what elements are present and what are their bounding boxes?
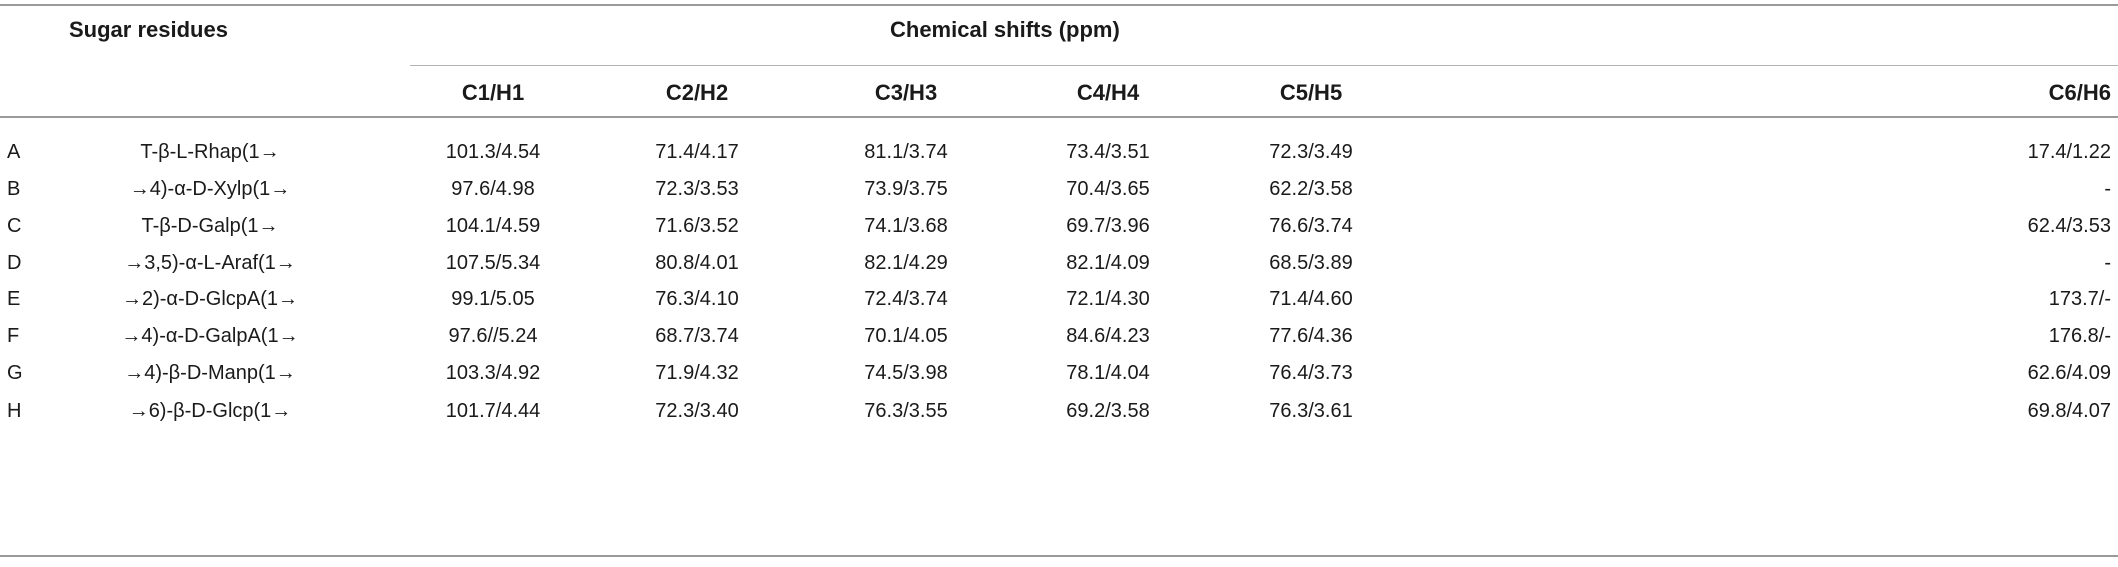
shift-value-c5: 62.2/3.58 — [1269, 178, 1353, 200]
row-id: A — [7, 141, 21, 163]
shift-value-c6: 176.8/- — [2048, 325, 2111, 347]
shift-value-c1: 101.7/4.44 — [445, 400, 541, 422]
col-header-c2h2: C2/H2 — [665, 80, 729, 105]
sugar-residue: →4)-α-D-Xylp(1→ — [129, 178, 291, 200]
shift-value-c6: 62.6/4.09 — [2027, 362, 2111, 384]
shift-value-c5: 76.4/3.73 — [1269, 362, 1353, 384]
row-id: D — [7, 252, 22, 274]
row-id: G — [7, 362, 23, 384]
sugar-residue: →4)-α-D-GalpA(1→ — [121, 325, 299, 347]
shift-value-c6: - — [2104, 252, 2111, 274]
sugar-residue: →3,5)-α-L-Araf(1→ — [124, 252, 296, 274]
shift-value-c6: 69.8/4.07 — [2027, 400, 2111, 422]
shift-value-c2: 68.7/3.74 — [655, 325, 739, 347]
shift-value-c4: 82.1/4.09 — [1066, 252, 1150, 274]
row-id: E — [7, 288, 21, 310]
shift-value-c5: 72.3/3.49 — [1269, 141, 1353, 163]
col-header-c6h6: C6/H6 — [2048, 80, 2111, 105]
shift-value-c4: 73.4/3.51 — [1066, 141, 1150, 163]
top-rule — [0, 4, 2118, 6]
sugar-residue: →4)-β-D-Manp(1→ — [124, 362, 296, 384]
shift-value-c6: 17.4/1.22 — [2027, 141, 2111, 163]
row-id: B — [7, 178, 21, 200]
shift-value-c4: 70.4/3.65 — [1066, 178, 1150, 200]
shift-value-c5: 77.6/4.36 — [1269, 325, 1353, 347]
shift-value-c3: 74.1/3.68 — [864, 215, 948, 237]
shift-value-c6: - — [2104, 178, 2111, 200]
col-header-c3h3: C3/H3 — [874, 80, 938, 105]
shift-value-c4: 78.1/4.04 — [1066, 362, 1150, 384]
header-group-rule — [410, 65, 2118, 66]
header-rule — [0, 116, 2118, 118]
shift-value-c1: 104.1/4.59 — [445, 215, 541, 237]
shift-value-c2: 72.3/3.53 — [655, 178, 739, 200]
shift-value-c1: 103.3/4.92 — [445, 362, 541, 384]
shift-value-c4: 69.7/3.96 — [1066, 215, 1150, 237]
shift-value-c3: 72.4/3.74 — [864, 288, 948, 310]
shift-value-c1: 97.6/4.98 — [451, 178, 535, 200]
shift-value-c1: 99.1/5.05 — [451, 288, 535, 310]
shift-value-c4: 84.6/4.23 — [1066, 325, 1150, 347]
shift-value-c6: 62.4/3.53 — [2027, 215, 2111, 237]
shift-value-c1: 107.5/5.34 — [445, 252, 541, 274]
shift-value-c2: 71.4/4.17 — [655, 141, 739, 163]
shift-value-c1: 101.3/4.54 — [445, 141, 541, 163]
shift-value-c2: 71.6/3.52 — [655, 215, 739, 237]
shift-value-c2: 72.3/3.40 — [655, 400, 739, 422]
row-id: C — [7, 215, 22, 237]
header-chemical-shifts: Chemical shifts (ppm) — [890, 17, 1120, 42]
col-header-c1h1: C1/H1 — [461, 80, 525, 105]
shift-value-c1: 97.6//5.24 — [448, 325, 538, 347]
sugar-residue: T-β-D-Galp(1→ — [141, 215, 279, 237]
shift-value-c3: 73.9/3.75 — [864, 178, 948, 200]
col-header-c5h5: C5/H5 — [1279, 80, 1343, 105]
shift-value-c5: 76.3/3.61 — [1269, 400, 1353, 422]
shift-value-c3: 70.1/4.05 — [864, 325, 948, 347]
sugar-residue: T-β-L-Rhap(1→ — [140, 141, 280, 163]
shift-value-c3: 76.3/3.55 — [864, 400, 948, 422]
shift-value-c4: 69.2/3.58 — [1066, 400, 1150, 422]
sugar-residue: →6)-β-D-Glcp(1→ — [128, 400, 292, 422]
shift-value-c2: 80.8/4.01 — [655, 252, 739, 274]
shift-value-c5: 71.4/4.60 — [1269, 288, 1353, 310]
shift-value-c2: 71.9/4.32 — [655, 362, 739, 384]
shift-value-c3: 81.1/3.74 — [864, 141, 948, 163]
shift-value-c6: 173.7/- — [2048, 288, 2111, 310]
shift-value-c5: 68.5/3.89 — [1269, 252, 1353, 274]
shift-value-c3: 74.5/3.98 — [864, 362, 948, 384]
row-id: F — [7, 325, 20, 347]
bottom-rule — [0, 555, 2118, 557]
header-sugar-residues: Sugar residues — [69, 17, 228, 42]
sugar-residue: →2)-α-D-GlcpA(1→ — [121, 288, 299, 310]
col-header-c4h4: C4/H4 — [1076, 80, 1140, 105]
shift-value-c3: 82.1/4.29 — [864, 252, 948, 274]
shift-value-c5: 76.6/3.74 — [1269, 215, 1353, 237]
row-id: H — [7, 400, 22, 422]
shift-value-c4: 72.1/4.30 — [1066, 288, 1150, 310]
shift-value-c2: 76.3/4.10 — [655, 288, 739, 310]
